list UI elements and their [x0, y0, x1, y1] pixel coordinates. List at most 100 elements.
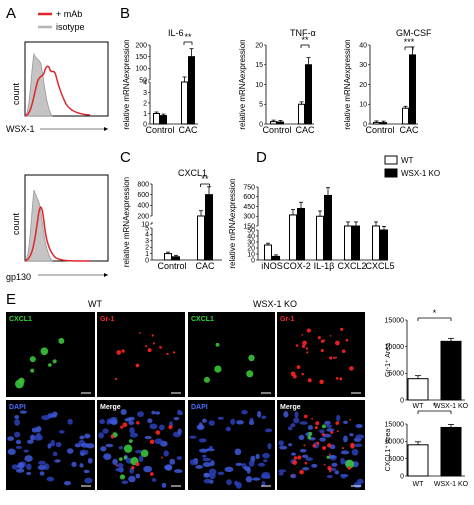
- gr1-signal: [303, 414, 308, 419]
- bar: [373, 121, 380, 125]
- gr1-signal: [301, 372, 304, 376]
- gr1-signal: [320, 348, 324, 353]
- gr1-signal: [302, 340, 307, 346]
- nucleus: [158, 424, 165, 431]
- gr1-signal: [114, 377, 118, 381]
- micrograph-label: CXCL1: [191, 316, 214, 323]
- category-label: CXCL5: [365, 261, 394, 271]
- significance-label: **: [301, 35, 309, 45]
- nucleus: [351, 448, 359, 456]
- bar: [440, 426, 462, 477]
- nucleus: [299, 448, 307, 453]
- histogram-ylabel: count: [11, 212, 21, 235]
- gr1-signal: [317, 336, 321, 340]
- nucleus: [129, 432, 139, 438]
- gr1-signal: [305, 347, 308, 350]
- bar: [297, 207, 305, 261]
- bar: [352, 225, 360, 261]
- nucleus: [189, 459, 196, 466]
- y-tick-label: 100: [135, 66, 147, 73]
- category-label: CXCL2: [337, 261, 366, 271]
- y-tick-label: 0: [400, 397, 404, 404]
- cxcl1-signal: [214, 365, 222, 373]
- chart-title: IL-6: [168, 28, 184, 38]
- gr1-signal: [349, 366, 354, 371]
- y-axis-label: relative mRNAexpression: [228, 178, 237, 268]
- nucleus: [105, 443, 114, 448]
- panel-letter-a: A: [6, 5, 16, 22]
- y-tick-label: 15000: [385, 421, 405, 428]
- nucleus: [226, 479, 232, 486]
- cxcl1-signal: [345, 459, 355, 469]
- group-label-wt: WT: [88, 299, 102, 309]
- nucleus: [290, 423, 296, 428]
- nucleus: [325, 424, 333, 428]
- cxcl1-signal: [30, 368, 35, 373]
- nucleus: [208, 445, 213, 450]
- nucleus: [324, 420, 331, 426]
- nucleus: [319, 437, 326, 442]
- nucleus: [305, 457, 314, 461]
- nucleus: [208, 420, 215, 426]
- legend-ko-label: WSX-1 KO: [401, 169, 440, 178]
- micrograph-dapi: DAPI: [6, 400, 95, 490]
- category-label: COX-2: [283, 261, 311, 271]
- nucleus: [343, 435, 348, 443]
- y-tick-label: 150: [243, 223, 255, 230]
- nucleus: [322, 433, 332, 438]
- nucleus: [120, 409, 127, 415]
- y-tick-label: 10: [141, 221, 149, 228]
- bar: [409, 54, 416, 125]
- bar: [264, 244, 272, 261]
- cxcl1-signal: [40, 347, 49, 356]
- nucleus: [71, 461, 77, 468]
- cxcl1-signal: [118, 457, 123, 461]
- gr1-signal: [295, 344, 299, 347]
- nucleus: [294, 411, 299, 419]
- micrograph-green: CXCL1: [188, 312, 275, 397]
- nucleus: [34, 434, 43, 441]
- y-tick-label: 600: [137, 192, 149, 199]
- gr1-signal: [136, 421, 140, 425]
- nucleus: [84, 477, 93, 484]
- nucleus: [196, 424, 205, 431]
- micrograph-label: Gr-1: [100, 316, 115, 323]
- gr1-signal: [335, 356, 338, 359]
- y-tick-label: 10: [255, 82, 263, 89]
- bar: [380, 229, 388, 261]
- gr1-signal: [120, 425, 124, 429]
- cxcl1-signal: [246, 370, 254, 378]
- gr1-signal: [349, 418, 352, 421]
- category-label: IL-1β: [314, 261, 335, 271]
- y-tick-label: 600: [243, 194, 255, 201]
- gr1-signal: [335, 340, 340, 346]
- nucleus: [135, 473, 141, 479]
- cxcl1-signal: [321, 424, 326, 429]
- histogram-gp130: count gp130: [6, 174, 109, 282]
- category-label: WSX-1 KO: [434, 403, 469, 410]
- category-label: CAC: [399, 125, 419, 135]
- micrograph-dapi: DAPI: [188, 400, 275, 490]
- bar: [372, 225, 380, 261]
- nucleus: [14, 414, 20, 420]
- nucleus: [224, 466, 234, 473]
- gr1-signal: [116, 350, 122, 355]
- gr1-signal: [340, 327, 344, 331]
- nucleus: [208, 468, 217, 476]
- cxcl1-signal: [58, 337, 65, 344]
- nucleus: [26, 463, 32, 471]
- nucleus: [195, 465, 204, 469]
- nucleus: [217, 416, 224, 420]
- nucleus: [151, 410, 156, 415]
- y-tick-label: 15000: [385, 317, 405, 324]
- significance-label: *: [433, 308, 437, 318]
- bar: [272, 255, 280, 261]
- nucleus: [261, 471, 271, 479]
- significance-label: ***: [404, 37, 415, 47]
- gr1-signal: [336, 430, 339, 433]
- micrograph-grid: CXCL1 Gr-1 DAPI Merge CXCL1 Gr-1 DAPI Merge: [6, 312, 365, 490]
- micrograph-label: DAPI: [191, 404, 208, 411]
- y-tick-label: 20: [255, 42, 263, 49]
- bar: [160, 115, 167, 125]
